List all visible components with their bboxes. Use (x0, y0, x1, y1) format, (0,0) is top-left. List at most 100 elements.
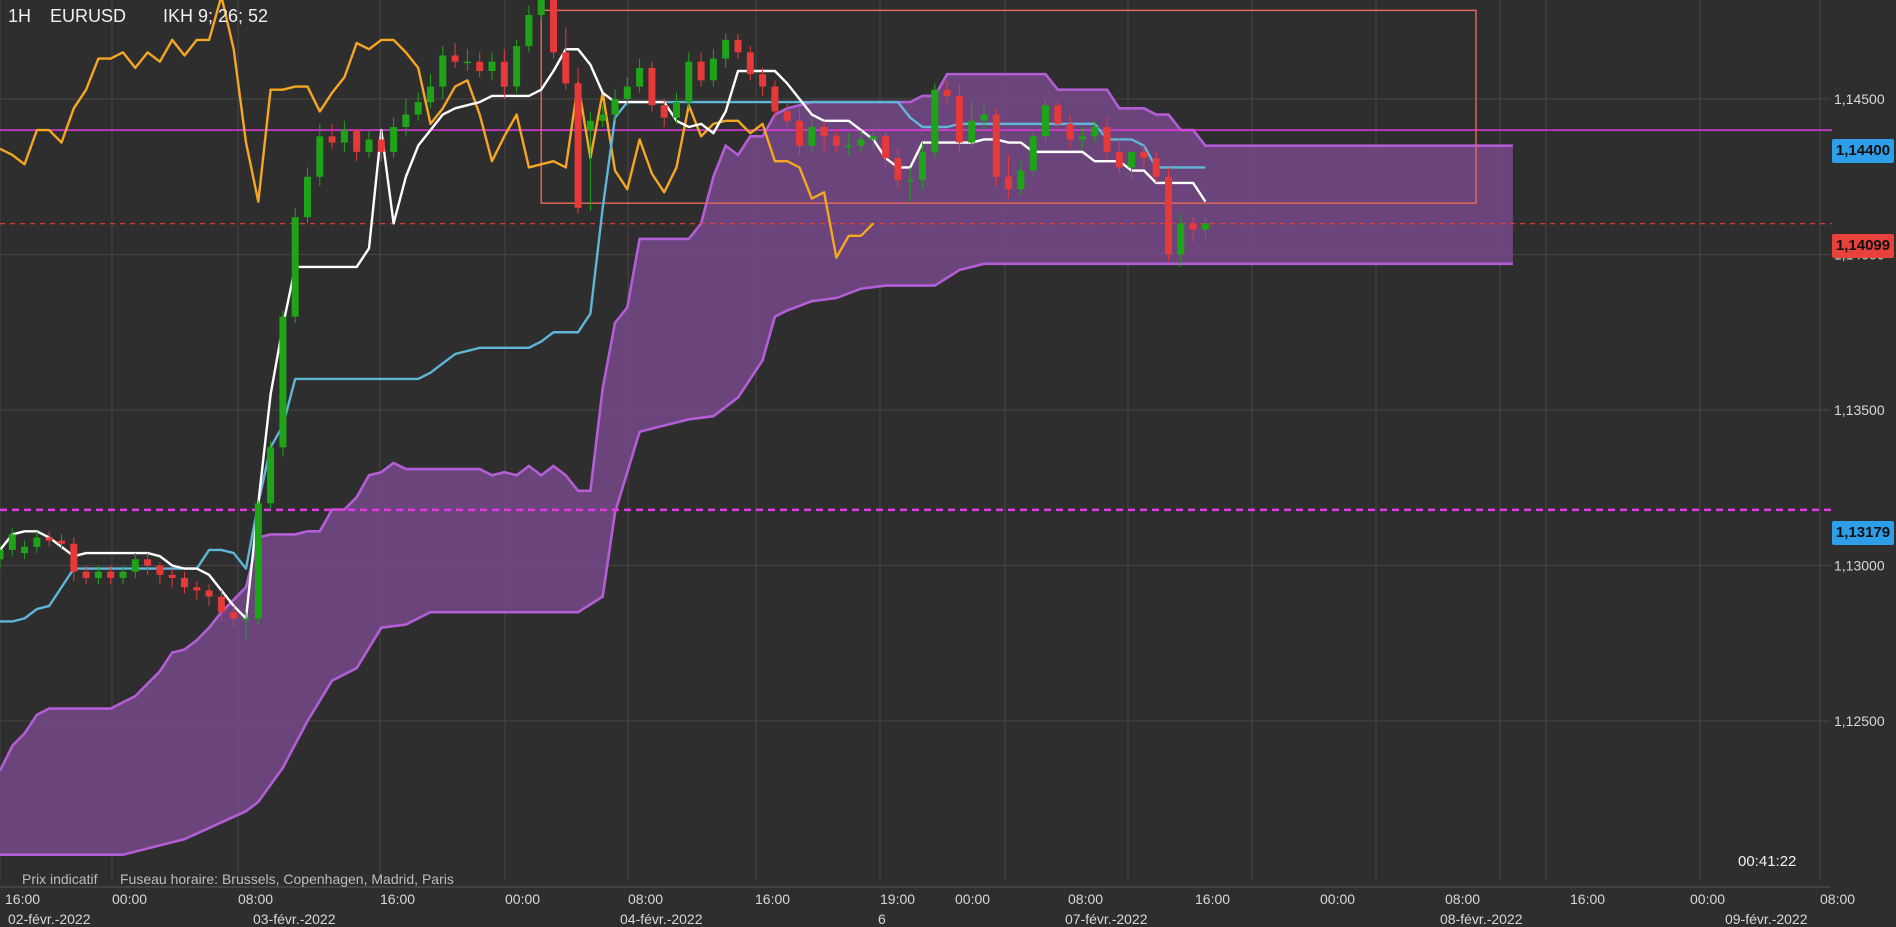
time-tick-label: 16:00 (380, 891, 415, 907)
candle-body (94, 571, 102, 578)
candle-body (8, 534, 16, 550)
candle-body (759, 74, 767, 87)
candle-body (636, 67, 644, 87)
candle-body (968, 120, 976, 143)
candle-body (882, 136, 890, 159)
date-tick-label: 03-févr.-2022 (253, 911, 336, 927)
candle-body (279, 316, 287, 448)
candle-body (365, 139, 373, 152)
candle-body (168, 574, 176, 578)
candle-body (1115, 151, 1123, 168)
horizontal-levels (0, 129, 1832, 512)
range-box (540, 9, 1477, 204)
candle-body (513, 46, 521, 87)
candle-body (845, 145, 853, 148)
candle-body (340, 130, 348, 143)
candle-body (390, 126, 398, 152)
price-tag-current: 1,14099 (1832, 234, 1894, 258)
y-tick-label: 1,12500 (1834, 713, 1885, 729)
candle-body (857, 139, 865, 146)
time-tick-label: 16:00 (5, 891, 40, 907)
candle-body (734, 39, 742, 53)
candle-body (217, 596, 225, 613)
time-axis: 16:00 00:00 08:00 16:00 00:00 08:00 16:00 19:00… (0, 886, 1855, 927)
candle-body (906, 179, 914, 182)
candle-body (402, 114, 410, 127)
y-tick-label: 1,13000 (1834, 558, 1885, 574)
candle-body (82, 571, 90, 578)
date-tick-label: 6 (878, 911, 886, 927)
candle-body (0, 549, 4, 560)
date-tick-label: 08-févr.-2022 (1440, 911, 1523, 927)
time-tick-label: 08:00 (1445, 891, 1480, 907)
candle-body (427, 86, 434, 103)
candle-body (771, 86, 779, 112)
candle-body (746, 52, 754, 75)
price-note: Prix indicatif (22, 871, 98, 887)
candle-body (193, 587, 201, 591)
candle-body (894, 158, 902, 180)
candle-body (599, 114, 607, 121)
candle-body (1091, 126, 1099, 137)
candle-body (377, 139, 385, 152)
candle-body (304, 176, 311, 218)
date-tick-label: 04-févr.-2022 (620, 911, 703, 927)
candle-body (943, 89, 951, 96)
candle-body (537, 0, 545, 16)
candle-body (144, 559, 152, 566)
chikou-line (0, 0, 875, 259)
candle-body (45, 537, 53, 541)
candle-body (500, 61, 508, 87)
candle-body (476, 61, 484, 72)
candle-body (267, 447, 275, 504)
candle-body (550, 0, 557, 53)
candle-body (1140, 151, 1148, 159)
candle-body (931, 89, 939, 152)
symbol-label[interactable]: EURUSD (50, 6, 127, 26)
y-tick-label: 1,13500 (1834, 402, 1885, 418)
price-tag-lower: 1,13179 (1832, 521, 1894, 545)
candle-body (869, 136, 877, 140)
candle-body (1017, 170, 1025, 190)
candle-body (205, 590, 213, 597)
candle-body (992, 114, 1000, 177)
kijun-line (0, 100, 1206, 623)
candle-body (685, 61, 693, 103)
candle-body (525, 15, 533, 47)
candle-body (439, 55, 447, 87)
candle-body (1201, 223, 1209, 230)
timeframe-label[interactable]: 1H (8, 6, 32, 26)
candle-body (562, 52, 570, 84)
candlesticks (0, 0, 1209, 641)
candle-body (131, 559, 139, 572)
candle-body (181, 577, 188, 588)
indicator-label[interactable]: IKH 9; 26; 52 (163, 6, 269, 26)
price-tag-upper: 1,14400 (1832, 139, 1894, 163)
candle-body (697, 61, 705, 81)
time-tick-label: 19:00 (880, 891, 915, 907)
time-tick-label: 16:00 (755, 891, 790, 907)
time-tick-label: 00:00 (112, 891, 147, 907)
timezone-note: Fuseau horaire: Brussels, Copenhagen, Ma… (120, 871, 454, 887)
candle-body (1042, 105, 1049, 137)
date-tick-label: 09-févr.-2022 (1725, 911, 1808, 927)
candle-body (1054, 105, 1062, 124)
senkou-span-b-line (0, 262, 1513, 857)
time-tick-label: 08:00 (238, 891, 273, 907)
candle-body (980, 114, 988, 121)
time-tick-label: 08:00 (1820, 891, 1855, 907)
candle-body (1029, 136, 1037, 171)
time-tick-label: 00:00 (955, 891, 990, 907)
candle-body (242, 618, 250, 620)
candle-body (316, 136, 324, 177)
time-tick-label: 00:00 (1690, 891, 1725, 907)
candle-body (783, 111, 791, 121)
tenkan-line (0, 48, 1207, 620)
time-tick-label: 00:00 (1320, 891, 1355, 907)
candle-body (328, 136, 336, 143)
candle-body (919, 151, 926, 180)
candle-body (611, 99, 619, 115)
candle-body (353, 130, 361, 152)
time-tick-label: 08:00 (628, 891, 663, 907)
